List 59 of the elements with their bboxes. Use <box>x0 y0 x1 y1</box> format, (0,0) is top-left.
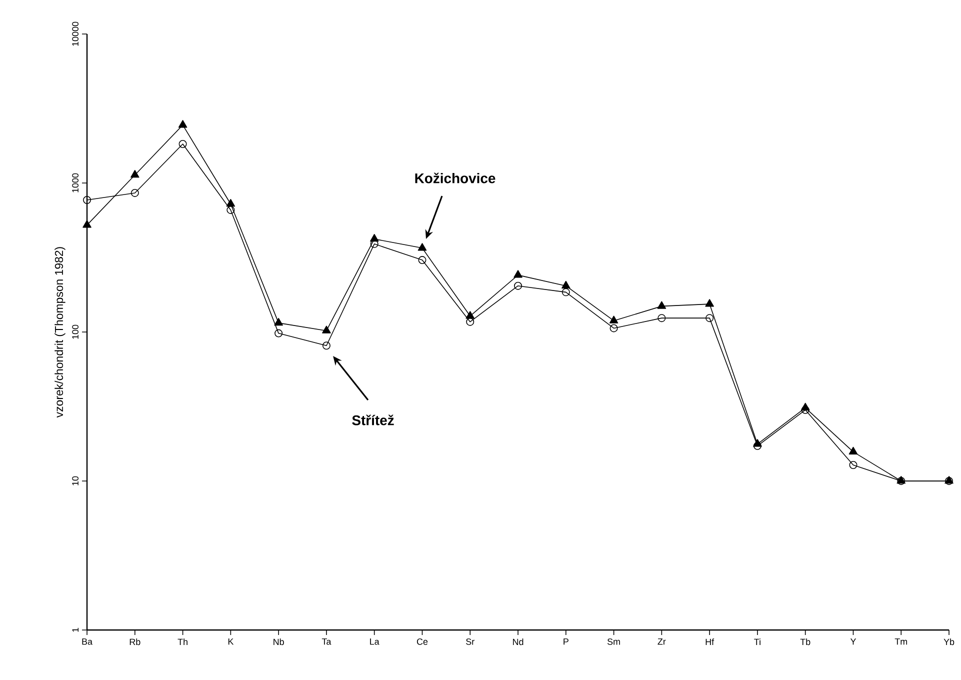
point <box>178 120 188 128</box>
x-tick-label: Y <box>850 638 856 645</box>
x-tick-label: Ba <box>82 638 92 645</box>
x-tick-label: Sm <box>607 638 620 645</box>
y-tick-label: 100 <box>72 324 78 339</box>
point <box>82 220 92 228</box>
point <box>274 318 283 326</box>
x-tick-label: Ta <box>322 638 332 645</box>
x-tick-label: K <box>228 638 234 645</box>
point <box>226 198 236 207</box>
point <box>658 314 666 322</box>
point <box>274 329 283 338</box>
point <box>657 301 666 309</box>
point <box>466 311 475 319</box>
x-tick-label: Ce <box>416 638 428 645</box>
point <box>130 188 139 197</box>
point <box>800 402 810 410</box>
y-tick-label: 1000 <box>72 173 78 192</box>
point <box>130 170 140 178</box>
point <box>610 324 618 332</box>
point <box>418 256 426 264</box>
point <box>178 140 187 148</box>
point <box>370 234 379 242</box>
point <box>514 282 522 290</box>
y-axis-title: vzorek/chondrit (Thompson 1982) <box>54 247 66 418</box>
x-tick-label: Th <box>178 638 188 645</box>
x-tick-label: Nb <box>274 638 284 646</box>
point <box>466 318 474 326</box>
x-tick-label: Ti <box>754 638 760 645</box>
x-tick-label: P <box>564 638 568 645</box>
annotation: Střítež <box>352 414 394 426</box>
point <box>514 270 522 278</box>
x-tick-label: Tb <box>800 638 810 646</box>
point <box>322 342 330 350</box>
x-tick-label: Hf <box>706 638 714 645</box>
point <box>562 280 570 289</box>
annotation: Kožichovice <box>415 172 496 184</box>
x-tick-label: Zr <box>658 638 666 645</box>
point <box>848 446 858 454</box>
x-tick-label: Tm <box>894 638 907 645</box>
point <box>418 243 427 251</box>
y-tick-label: 1 <box>72 628 78 632</box>
point <box>705 299 714 307</box>
y-tick-label: 10000 <box>72 22 78 46</box>
point <box>226 206 235 214</box>
x-tick-label: Yb <box>944 638 954 646</box>
point <box>706 314 714 322</box>
point <box>753 442 762 450</box>
point <box>322 326 331 334</box>
x-tick-label: Sr <box>466 638 474 645</box>
x-tick-label: Rb <box>130 638 140 646</box>
point <box>609 316 618 324</box>
point <box>753 439 762 447</box>
x-tick-label: La <box>370 638 380 645</box>
point <box>849 461 858 470</box>
y-tick-label: 10 <box>72 476 78 486</box>
x-tick-label: Nd <box>513 638 524 646</box>
point <box>562 288 570 296</box>
point <box>83 196 92 204</box>
